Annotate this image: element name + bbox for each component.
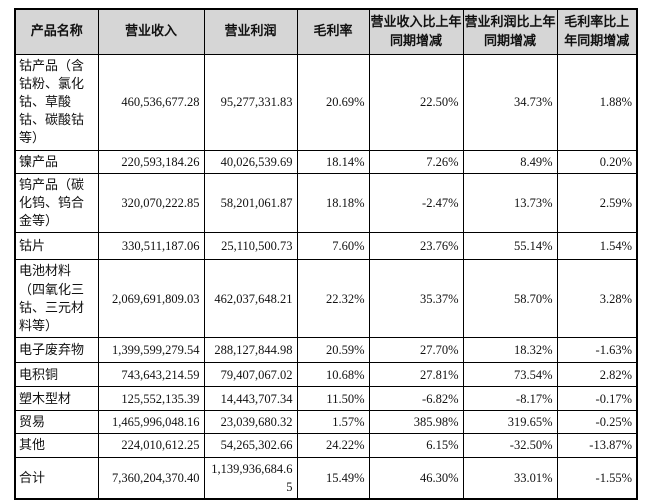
product-segment-table: 产品名称 营业收入 营业利润 毛利率 营业收入比上年同期增减 营业利润比上年同期… [14, 8, 638, 500]
table-row: 电池材料（四氧化三钴、三元材料等） 2,069,691,809.03 462,037… [14, 259, 638, 339]
col-header-revenue: 营业收入 [97, 8, 205, 55]
value-cell: 55.14% [462, 232, 558, 261]
financial-report-page: 产品名称 营业收入 营业利润 毛利率 营业收入比上年同期增减 营业利润比上年同期… [14, 8, 638, 500]
product-name-cell: 合计 [14, 456, 99, 500]
col-header-operating-profit: 营业利润 [203, 8, 298, 55]
value-cell: 1,399,599,279.54 [97, 337, 205, 364]
value-cell: 385.98% [368, 410, 464, 435]
value-cell: 15.49% [296, 456, 370, 500]
value-cell: 1,465,996,048.16 [97, 410, 205, 435]
product-name-cell: 塑木型材 [14, 386, 99, 412]
value-cell: 23,039,680.32 [203, 410, 298, 435]
product-name-cell: 钴片 [14, 232, 99, 261]
value-cell: 462,037,648.21 [203, 259, 298, 339]
table-row: 电子废弃物 1,399,599,279.54 288,127,844.98 20.59… [14, 337, 638, 364]
value-cell: 11.50% [296, 386, 370, 412]
value-cell: 25,110,500.73 [203, 232, 298, 261]
value-cell: 2.59% [556, 172, 638, 234]
value-cell: 743,643,214.59 [97, 362, 205, 388]
value-cell: 35.37% [368, 259, 464, 339]
value-cell: 1.57% [296, 410, 370, 435]
value-cell: 7.60% [296, 232, 370, 261]
value-cell: 27.70% [368, 337, 464, 364]
value-cell: 6.15% [368, 433, 464, 458]
value-cell: 2,069,691,809.03 [97, 259, 205, 339]
value-cell: -1.55% [556, 456, 638, 500]
col-header-profit-yoy: 营业利润比上年同期增减 [462, 8, 558, 55]
value-cell: -13.87% [556, 433, 638, 458]
value-cell: -32.50% [462, 433, 558, 458]
product-name-cell: 其他 [14, 433, 99, 458]
value-cell: 220,593,184.26 [97, 149, 205, 174]
value-cell: 2.82% [556, 362, 638, 388]
value-cell: 18.14% [296, 149, 370, 174]
total-row: 合计 7,360,204,370.40 1,139,936,684.65 15.49%… [14, 456, 638, 500]
table-header-row: 产品名称 营业收入 营业利润 毛利率 营业收入比上年同期增减 营业利润比上年同期… [14, 8, 638, 55]
value-cell: 320,070,222.85 [97, 172, 205, 234]
value-cell: -0.25% [556, 410, 638, 435]
product-name-cell: 贸易 [14, 410, 99, 435]
value-cell: 319.65% [462, 410, 558, 435]
value-cell: 0.20% [556, 149, 638, 174]
value-cell: 20.59% [296, 337, 370, 364]
value-cell: 288,127,844.98 [203, 337, 298, 364]
value-cell: 24.22% [296, 433, 370, 458]
product-name-cell: 钨产品（碳化钨、钨合金等） [14, 172, 99, 234]
table-row: 钴产品（含钴粉、氯化钴、草酸钴、碳酸钴等） 460,536,677.28 95,27… [14, 53, 638, 151]
value-cell: 33.01% [462, 456, 558, 500]
value-cell: 20.69% [296, 53, 370, 151]
value-cell: -6.82% [368, 386, 464, 412]
value-cell: 58,201,061.87 [203, 172, 298, 234]
value-cell: 330,511,187.06 [97, 232, 205, 261]
value-cell: 125,552,135.39 [97, 386, 205, 412]
value-cell: -1.63% [556, 337, 638, 364]
value-cell: 18.18% [296, 172, 370, 234]
value-cell: 1,139,936,684.65 [203, 456, 298, 500]
table-row: 电积铜 743,643,214.59 79,407,067.02 10.68% 27.8… [14, 362, 638, 388]
value-cell: 79,407,067.02 [203, 362, 298, 388]
table-row: 塑木型材 125,552,135.39 14,443,707.34 11.50% -6.… [14, 386, 638, 412]
col-header-revenue-yoy: 营业收入比上年同期增减 [368, 8, 464, 55]
value-cell: 40,026,539.69 [203, 149, 298, 174]
col-header-gross-margin: 毛利率 [296, 8, 370, 55]
value-cell: 14,443,707.34 [203, 386, 298, 412]
value-cell: 46.30% [368, 456, 464, 500]
value-cell: 95,277,331.83 [203, 53, 298, 151]
value-cell: 18.32% [462, 337, 558, 364]
value-cell: 224,010,612.25 [97, 433, 205, 458]
table-row: 镍产品 220,593,184.26 40,026,539.69 18.14% 7.26… [14, 149, 638, 174]
table-body: 钴产品（含钴粉、氯化钴、草酸钴、碳酸钴等） 460,536,677.28 95,27… [14, 53, 638, 500]
table-row: 其他 224,010,612.25 54,265,302.66 24.22% 6.15%… [14, 433, 638, 458]
table-row: 钴片 330,511,187.06 25,110,500.73 7.60% 23.76%… [14, 232, 638, 261]
value-cell: -0.17% [556, 386, 638, 412]
value-cell: 1.54% [556, 232, 638, 261]
product-name-cell: 电子废弃物 [14, 337, 99, 364]
value-cell: 3.28% [556, 259, 638, 339]
value-cell: 10.68% [296, 362, 370, 388]
value-cell: 22.50% [368, 53, 464, 151]
value-cell: 460,536,677.28 [97, 53, 205, 151]
product-name-cell: 钴产品（含钴粉、氯化钴、草酸钴、碳酸钴等） [14, 53, 99, 151]
product-name-cell: 电池材料（四氧化三钴、三元材料等） [14, 259, 99, 339]
product-name-cell: 电积铜 [14, 362, 99, 388]
table-row: 贸易 1,465,996,048.16 23,039,680.32 1.57% 385.… [14, 410, 638, 435]
value-cell: -2.47% [368, 172, 464, 234]
col-header-product-name: 产品名称 [14, 8, 99, 55]
value-cell: 73.54% [462, 362, 558, 388]
product-name-cell: 镍产品 [14, 149, 99, 174]
value-cell: 13.73% [462, 172, 558, 234]
value-cell: 7,360,204,370.40 [97, 456, 205, 500]
value-cell: 27.81% [368, 362, 464, 388]
value-cell: 54,265,302.66 [203, 433, 298, 458]
value-cell: 22.32% [296, 259, 370, 339]
table-row: 钨产品（碳化钨、钨合金等） 320,070,222.85 58,201,061.87… [14, 172, 638, 234]
value-cell: 23.76% [368, 232, 464, 261]
value-cell: 34.73% [462, 53, 558, 151]
value-cell: 7.26% [368, 149, 464, 174]
value-cell: 1.88% [556, 53, 638, 151]
value-cell: 8.49% [462, 149, 558, 174]
value-cell: -8.17% [462, 386, 558, 412]
col-header-margin-yoy: 毛利率比上年同期增减 [556, 8, 638, 55]
value-cell: 58.70% [462, 259, 558, 339]
